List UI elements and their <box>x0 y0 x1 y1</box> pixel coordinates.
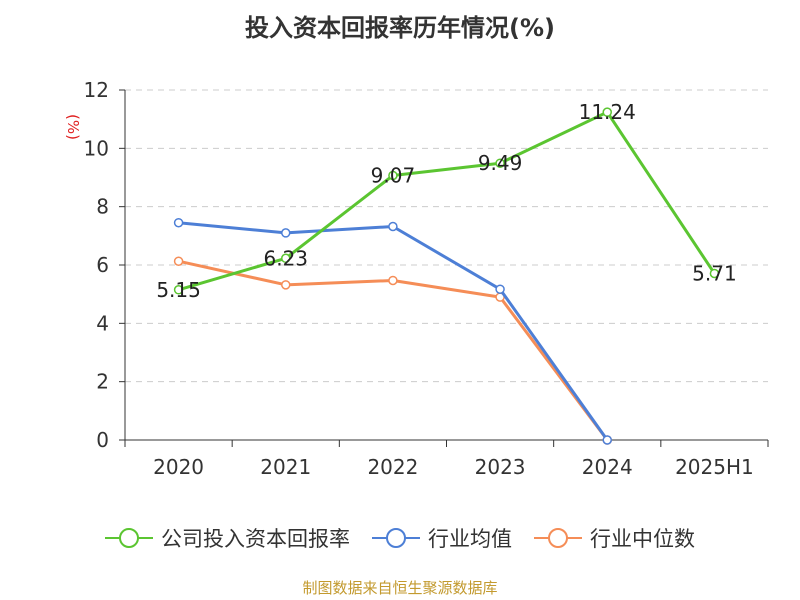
series-line <box>178 221 609 441</box>
legend-line-marker-icon <box>534 528 582 548</box>
y-tick-label: 10 <box>84 136 109 160</box>
data-label: 5.71 <box>692 261 737 285</box>
data-label: 6.23 <box>263 246 308 270</box>
chart-title: 投入资本回报率历年情况(%) <box>245 14 555 42</box>
chart-legend: 公司投入资本回报率 行业均值 行业中位数 <box>0 518 800 558</box>
legend-line-marker-icon <box>105 528 153 548</box>
y-tick-label: 0 <box>96 428 109 452</box>
series-line <box>178 110 716 292</box>
data-point <box>495 158 505 168</box>
data-label: 9.49 <box>478 151 523 175</box>
data-label: 5.15 <box>156 278 201 302</box>
y-tick-label: 8 <box>96 195 109 219</box>
data-point <box>281 253 291 264</box>
data-label: 11.24 <box>579 100 636 124</box>
legend-label-industry-median: 行业中位数 <box>590 527 695 551</box>
data-point <box>281 228 291 238</box>
x-tick-label: 2021 <box>260 455 311 479</box>
data-point <box>388 221 398 232</box>
legend-line-marker-icon <box>372 528 420 548</box>
x-tick-label: 2023 <box>475 455 526 479</box>
legend-item-industry-mean[interactable]: 行业均值 <box>372 523 512 553</box>
y-tick-label: 6 <box>96 253 109 277</box>
y-tick-label: 12 <box>84 78 109 102</box>
data-point <box>388 170 398 181</box>
data-source-note: 制图数据来自恒生聚源数据库 <box>302 579 498 597</box>
x-tick-label: 2024 <box>582 455 633 479</box>
data-point <box>173 256 184 266</box>
data-point <box>388 275 398 286</box>
data-point <box>495 284 505 294</box>
y-tick-label: 4 <box>96 311 109 335</box>
legend-item-industry-median[interactable]: 行业中位数 <box>534 523 695 553</box>
data-label: 9.07 <box>371 163 416 187</box>
data-point <box>173 217 184 228</box>
data-point <box>602 435 612 445</box>
data-point <box>281 280 291 290</box>
legend-label-company: 公司投入资本回报率 <box>161 527 350 551</box>
y-axis-unit-label: (%) <box>64 114 82 140</box>
x-tick-label: 2020 <box>153 455 204 479</box>
legend-label-industry-mean: 行业均值 <box>428 527 512 551</box>
x-tick-label: 2025H1 <box>675 455 754 479</box>
legend-item-company[interactable]: 公司投入资本回报率 <box>105 523 350 553</box>
data-point <box>602 107 612 117</box>
y-tick-label: 2 <box>96 370 109 394</box>
x-tick-label: 2022 <box>367 455 418 479</box>
data-point <box>709 268 720 279</box>
data-point <box>173 285 184 295</box>
